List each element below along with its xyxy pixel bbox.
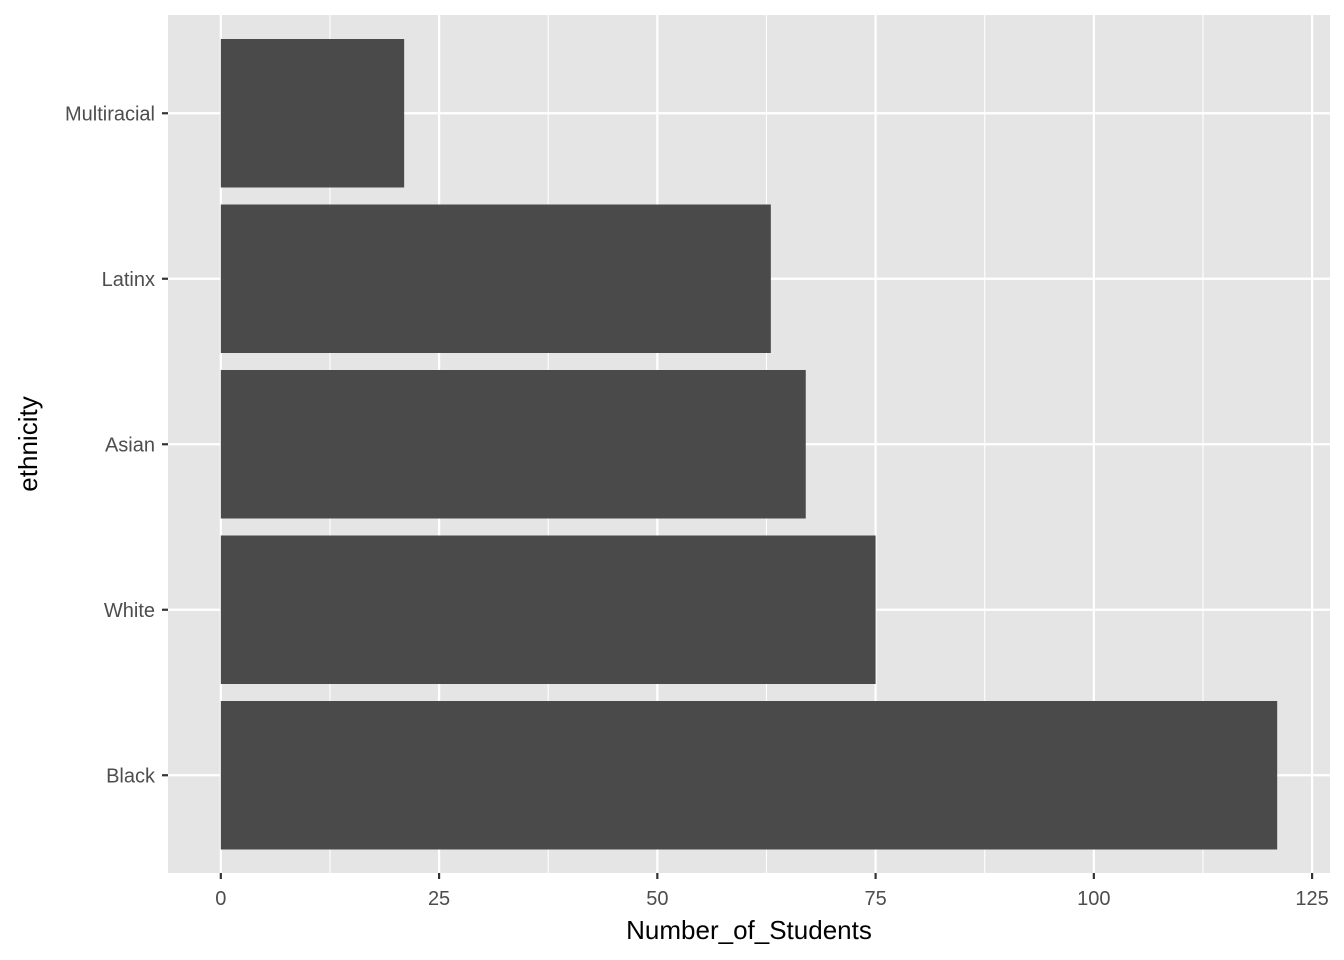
y-axis: Black White Asian Latinx Multiracial: [65, 103, 168, 787]
x-tick-label: 50: [646, 888, 668, 910]
y-tick-label: Latinx: [102, 269, 155, 291]
bar-white: [220, 535, 876, 684]
bar-latinx: [220, 204, 771, 353]
y-axis-title: ethnicity: [13, 396, 43, 491]
bars: [220, 39, 1278, 850]
y-tick-label: Multiracial: [65, 103, 155, 125]
x-axis-title: Number_of_Students: [626, 915, 872, 945]
y-tick-label: Black: [106, 765, 156, 787]
y-tick-label: Asian: [105, 434, 155, 456]
x-tick-label: 125: [1295, 888, 1328, 910]
x-tick-label: 75: [864, 888, 886, 910]
y-tick-label: White: [104, 600, 155, 622]
bar-asian: [220, 370, 806, 519]
x-tick-label: 25: [428, 888, 450, 910]
x-tick-label: 0: [215, 888, 226, 910]
x-tick-label: 100: [1077, 888, 1110, 910]
bar-black: [220, 701, 1278, 850]
bar-multiracial: [220, 39, 405, 188]
x-axis: 0 25 50 75 100 125: [215, 873, 1329, 910]
